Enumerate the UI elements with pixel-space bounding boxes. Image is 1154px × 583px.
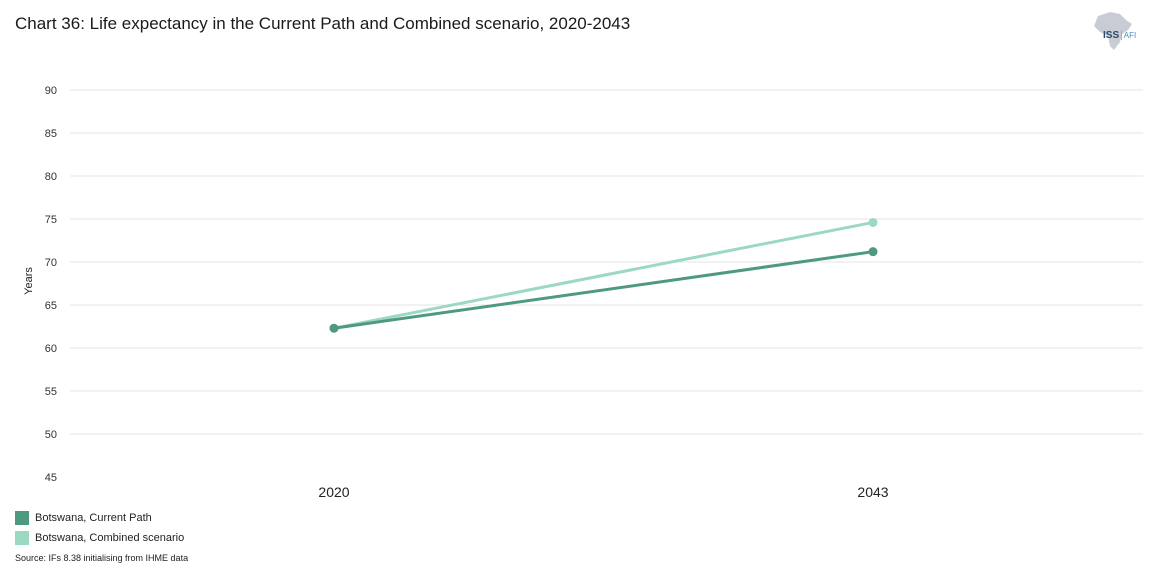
gridlines bbox=[70, 89, 1143, 435]
y-axis-ticks: 45 50 55 60 65 70 75 80 85 90 bbox=[45, 85, 57, 484]
x-tick-label: 2043 bbox=[857, 484, 888, 500]
y-tick-label: 70 bbox=[45, 257, 57, 269]
iss-afi-logo: ISS|AFI bbox=[1103, 30, 1137, 41]
y-tick-label: 90 bbox=[45, 85, 57, 97]
legend-swatch-combined-scenario bbox=[15, 531, 29, 545]
series-lines bbox=[329, 217, 878, 333]
africa-map-icon bbox=[1094, 12, 1132, 50]
data-point bbox=[329, 323, 339, 333]
y-tick-label: 55 bbox=[45, 386, 57, 398]
data-point bbox=[868, 247, 878, 257]
y-tick-label: 60 bbox=[45, 343, 57, 355]
y-tick-label: 85 bbox=[45, 128, 57, 140]
legend: Botswana, Current Path Botswana, Combine… bbox=[15, 508, 184, 548]
x-axis-ticks: 2020 2043 bbox=[318, 484, 888, 500]
source-note: Source: IFs 8.38 initialising from IHME … bbox=[15, 553, 189, 563]
y-tick-label: 45 bbox=[45, 472, 57, 484]
y-axis-label: Years bbox=[23, 267, 35, 295]
data-point bbox=[868, 217, 878, 227]
y-tick-label: 65 bbox=[45, 300, 57, 312]
y-tick-label: 50 bbox=[45, 429, 57, 441]
legend-item-combined-scenario: Botswana, Combined scenario bbox=[15, 528, 184, 548]
legend-label-combined-scenario: Botswana, Combined scenario bbox=[35, 532, 185, 544]
legend-label-current-path: Botswana, Current Path bbox=[35, 512, 152, 524]
x-tick-label: 2020 bbox=[318, 484, 349, 500]
y-tick-label: 75 bbox=[45, 214, 57, 226]
chart-title: Chart 36: Life expectancy in the Current… bbox=[15, 14, 631, 33]
series-line-1 bbox=[333, 220, 874, 330]
y-tick-label: 80 bbox=[45, 171, 57, 183]
legend-item-current-path: Botswana, Current Path bbox=[15, 508, 184, 528]
series-line-0 bbox=[333, 250, 874, 330]
legend-swatch-current-path bbox=[15, 511, 29, 525]
